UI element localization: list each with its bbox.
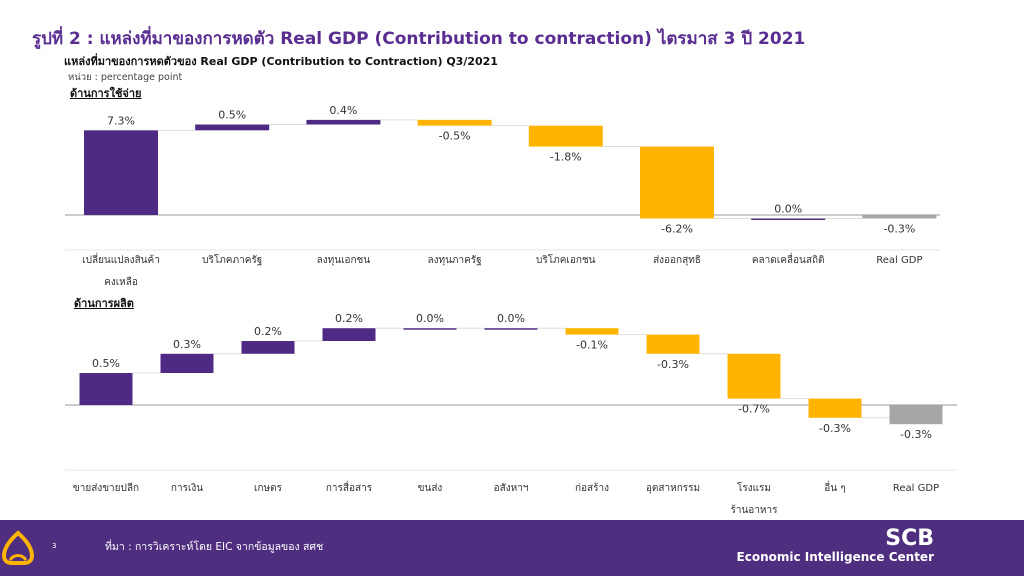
category-label: เกษตร <box>254 483 283 494</box>
data-label: 0.0% <box>416 312 444 325</box>
data-label: 7.3% <box>107 114 135 127</box>
logo: SCB Economic Intelligence Center <box>736 526 934 565</box>
unit-label: หน่วย : percentage point <box>68 72 183 83</box>
data-label: -0.7% <box>738 403 770 416</box>
category-label: Real GDP <box>876 255 922 266</box>
bar-1 <box>160 353 214 373</box>
data-label: 0.4% <box>329 104 357 117</box>
data-label: -0.5% <box>439 130 471 143</box>
bar-6 <box>565 328 619 335</box>
bar-0 <box>79 373 133 405</box>
bar-2 <box>241 341 295 354</box>
category-label: ลงทุนภาครัฐ <box>427 255 481 266</box>
bar-3 <box>322 328 376 341</box>
category-label: คลาดเคลื่อนสถิติ <box>752 252 825 266</box>
bar-9 <box>808 398 862 418</box>
data-label: -0.1% <box>576 339 608 352</box>
category-label: โรงแรม <box>737 481 771 494</box>
section-label-production: ด้านการผลิต <box>74 297 134 310</box>
bar-4 <box>403 328 457 330</box>
data-label: 0.5% <box>92 357 120 370</box>
category-label: อสังหาฯ <box>494 483 529 494</box>
category-label: การเงิน <box>171 483 203 494</box>
data-label: 0.3% <box>173 338 201 351</box>
footer: 3 ที่มา : การวิเคราะห์โดย EIC จากข้อมูลข… <box>0 520 1024 576</box>
source-note: ที่มา : การวิเคราะห์โดย EIC จากข้อมูลของ… <box>105 541 324 553</box>
logo-eic: Economic Intelligence Center <box>736 550 934 564</box>
category-label: ร้านอาหาร <box>730 504 778 516</box>
category-label: บริโภคภาครัฐ <box>202 253 262 266</box>
bar-5 <box>640 146 714 219</box>
category-label: บริโภคเอกชน <box>536 253 596 266</box>
bar-10 <box>889 405 943 425</box>
category-label: อุตสาหกรรม <box>646 483 700 494</box>
data-label: 0.0% <box>497 312 525 325</box>
category-label: ส่งออกสุทธิ <box>653 255 701 266</box>
data-label: -0.3% <box>900 428 932 441</box>
bar-3 <box>417 119 492 126</box>
data-label: 0.0% <box>774 202 802 215</box>
data-label: -0.3% <box>819 422 851 435</box>
bar-7 <box>646 334 700 354</box>
bar-5 <box>484 328 538 330</box>
bar-6 <box>751 218 826 220</box>
bar-1 <box>195 124 270 131</box>
bar-0 <box>84 130 158 215</box>
category-label: Real GDP <box>893 483 939 494</box>
category-label: อื่น ๆ <box>824 480 845 494</box>
logo-scb: SCB <box>885 526 934 551</box>
category-label: การสื่อสาร <box>326 480 373 494</box>
data-label: -1.8% <box>550 151 582 164</box>
bar-8 <box>727 353 781 399</box>
category-label: เปลี่ยนแปลงสินค้า <box>82 252 160 266</box>
bar-7 <box>862 215 937 219</box>
data-label: -0.3% <box>883 222 915 235</box>
category-label: ก่อสร้าง <box>575 482 609 494</box>
category-label: ลงทุนเอกชน <box>317 255 371 266</box>
page-title: รูปที่ 2 : แหล่งที่มาของการหดตัว Real GD… <box>32 29 806 49</box>
data-label: 0.5% <box>218 109 246 122</box>
bar-2 <box>306 119 381 125</box>
scb-logo-icon <box>1 530 35 565</box>
chart-subtitle: แหล่งที่มาของการหดตัวของ Real GDP (Contr… <box>64 55 498 68</box>
data-label: 0.2% <box>335 312 363 325</box>
data-label: -6.2% <box>661 222 693 235</box>
category-label: คงเหลือ <box>104 276 138 288</box>
section-label-expenditure: ด้านการใช้จ่าย <box>70 87 142 100</box>
bar-4 <box>528 125 603 147</box>
category-label: ขายส่งขายปลีก <box>73 482 139 494</box>
page-number: 3 <box>52 542 57 550</box>
data-label: 0.2% <box>254 325 282 338</box>
data-label: -0.3% <box>657 358 689 371</box>
category-label: ขนส่ง <box>418 483 443 494</box>
